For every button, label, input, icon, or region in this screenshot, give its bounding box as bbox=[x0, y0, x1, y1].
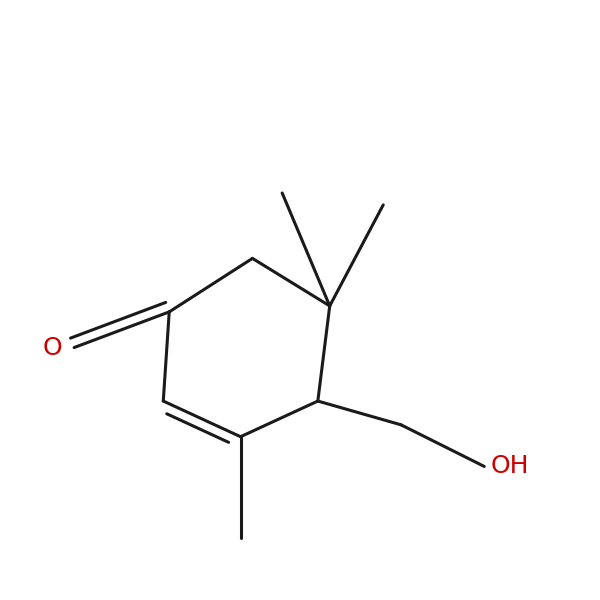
Text: O: O bbox=[43, 335, 62, 359]
Text: OH: OH bbox=[490, 454, 529, 478]
